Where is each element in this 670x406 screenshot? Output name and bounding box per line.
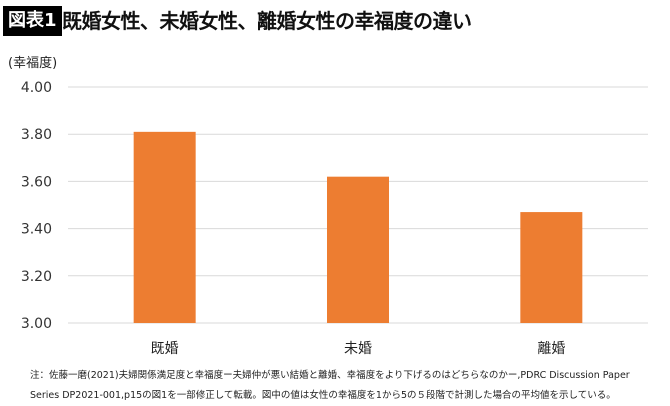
bar-chart: 3.00 3.20 3.40 3.60 3.80 4.00 既婚 未婚 離婚 xyxy=(21,80,648,357)
y-tick-label: 3.80 xyxy=(21,127,52,143)
footnote-line-2: Series DP2021-001,p15の図1を一部修正して転載。図中の値は女… xyxy=(30,390,616,401)
figure-badge: 図表1 xyxy=(3,6,62,36)
y-tick-label: 3.00 xyxy=(21,316,52,332)
y-tick-label: 4.00 xyxy=(21,80,52,96)
bar-離婚 xyxy=(520,212,583,323)
chart-title: 既婚女性、未婚女性、離婚女性の幸福度の違い xyxy=(62,9,472,33)
x-category-label: 離婚 xyxy=(537,340,565,357)
x-category-label: 未婚 xyxy=(344,341,372,357)
y-tick-label: 3.20 xyxy=(21,269,52,285)
bar-未婚 xyxy=(327,176,389,323)
x-category-label: 既婚 xyxy=(151,341,179,357)
y-tick-label: 3.40 xyxy=(21,222,52,238)
y-tick-label: 3.60 xyxy=(21,174,52,190)
bar-既婚 xyxy=(133,131,196,323)
y-axis-label: (幸福度) xyxy=(8,56,58,71)
footnote-line-1: 注：佐藤一磨(2021)夫婦関係満足度と幸福度ー夫婦仲が悪い結婚と離婚、幸福度を… xyxy=(30,370,630,381)
footnote: 注：佐藤一磨(2021)夫婦関係満足度と幸福度ー夫婦仲が悪い結婚と離婚、幸福度を… xyxy=(30,366,660,406)
